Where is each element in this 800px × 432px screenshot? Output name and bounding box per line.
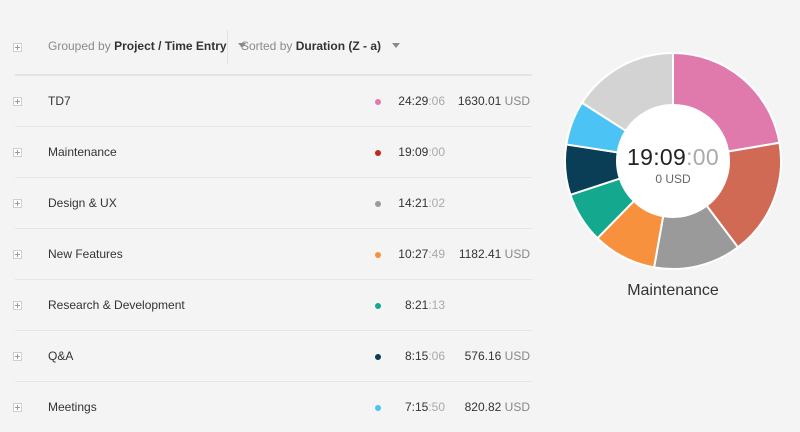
project-list: TD7 24:29:06 1630.01 USD Maintenance 19:… xyxy=(0,76,532,432)
project-color-dot xyxy=(375,201,381,207)
toolbar-divider xyxy=(227,30,228,64)
project-duration: 14:21:02 xyxy=(398,196,445,210)
project-name: Maintenance xyxy=(48,145,117,159)
table-row[interactable]: Q&A 8:15:06 576.16 USD xyxy=(13,331,532,382)
donut-selected-label: Maintenance xyxy=(627,282,719,299)
project-donut-chart: 19:09:00 0 USD xyxy=(562,50,784,272)
group-by-dropdown[interactable]: Grouped by Project / Time Entry xyxy=(48,39,246,53)
sort-by-dropdown[interactable]: Sorted by Duration (Z - a) xyxy=(241,39,401,53)
group-by-value: Project / Time Entry xyxy=(114,39,227,53)
expand-row-icon[interactable] xyxy=(13,352,22,361)
group-by-prefix: Grouped by xyxy=(48,39,111,53)
project-color-dot xyxy=(375,252,381,258)
project-amount: 1182.41 USD xyxy=(458,247,530,261)
project-amount: 1630.01 USD xyxy=(457,94,530,108)
project-name: Research & Development xyxy=(48,298,185,312)
project-name: TD7 xyxy=(48,94,71,108)
project-duration: 8:21:13 xyxy=(404,298,445,312)
project-color-dot xyxy=(375,99,381,105)
table-row[interactable]: Research & Development 8:21:13 xyxy=(13,280,532,331)
table-row[interactable]: Maintenance 19:09:00 xyxy=(13,127,532,178)
project-color-dot xyxy=(375,354,381,360)
expand-all-icon[interactable] xyxy=(13,43,22,52)
chevron-down-icon xyxy=(392,43,401,48)
project-amount: 576.16 USD xyxy=(464,349,530,363)
project-color-dot xyxy=(375,150,381,156)
donut-center-duration: 19:09:00 xyxy=(627,144,719,170)
project-name: Q&A xyxy=(48,349,74,363)
expand-row-icon[interactable] xyxy=(13,199,22,208)
project-color-dot xyxy=(375,303,381,309)
sort-by-value: Duration (Z - a) xyxy=(295,39,382,53)
table-row[interactable]: Meetings 7:15:50 820.82 USD xyxy=(13,382,532,432)
project-name: New Features xyxy=(48,247,123,261)
expand-row-icon[interactable] xyxy=(13,97,22,106)
chevron-down-icon xyxy=(237,43,246,48)
donut-hole xyxy=(617,105,729,217)
sort-by-prefix: Sorted by xyxy=(241,39,293,53)
project-duration: 10:27:49 xyxy=(398,247,445,261)
project-name: Design & UX xyxy=(48,196,117,210)
report-toolbar: Grouped by Project / Time Entry Sorted b… xyxy=(0,0,532,76)
project-duration: 24:29:06 xyxy=(398,94,445,108)
donut-svg xyxy=(564,51,782,270)
expand-row-icon[interactable] xyxy=(13,301,22,310)
table-row[interactable]: Design & UX 14:21:02 xyxy=(13,178,532,229)
expand-row-icon[interactable] xyxy=(13,403,22,412)
expand-row-icon[interactable] xyxy=(13,148,22,157)
expand-row-icon[interactable] xyxy=(13,250,22,259)
project-duration: 19:09:00 xyxy=(398,145,445,159)
project-duration: 8:15:06 xyxy=(404,349,445,363)
table-row[interactable]: TD7 24:29:06 1630.01 USD xyxy=(13,76,532,127)
project-name: Meetings xyxy=(48,400,97,414)
table-row[interactable]: New Features 10:27:49 1182.41 USD xyxy=(13,229,532,280)
toolbar-divider-line xyxy=(15,74,532,76)
project-amount: 820.82 USD xyxy=(464,400,530,414)
project-color-dot xyxy=(375,405,381,411)
project-duration: 7:15:50 xyxy=(404,400,445,414)
donut-center-amount: 0 USD xyxy=(655,172,691,186)
